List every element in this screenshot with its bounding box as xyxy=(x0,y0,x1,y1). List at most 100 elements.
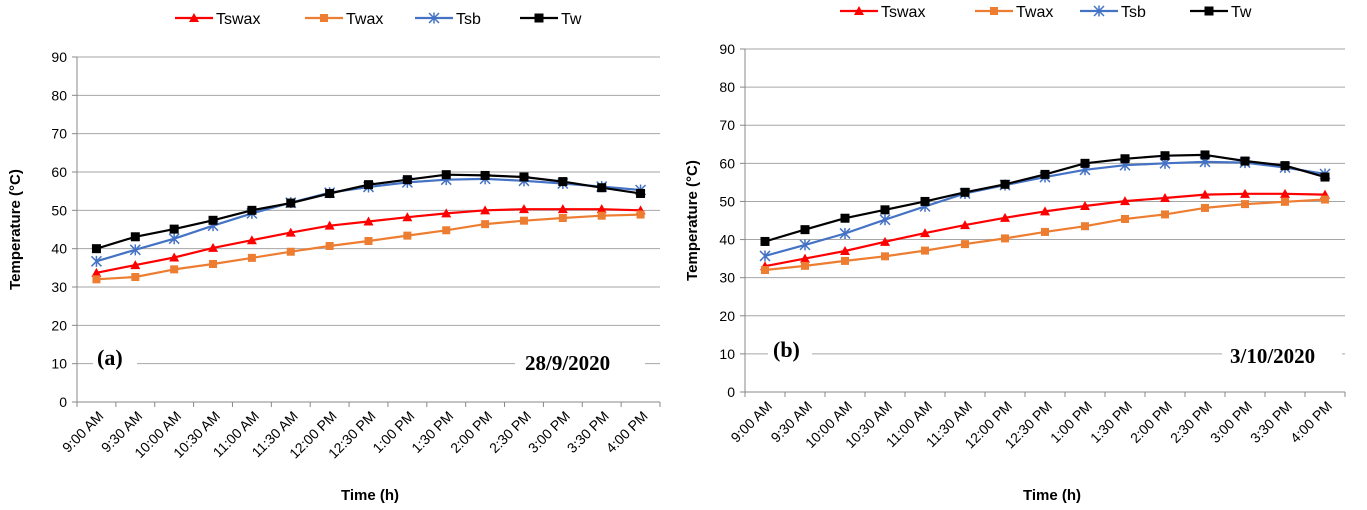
data-point-tswax xyxy=(1240,188,1250,198)
y-tick-label: 0 xyxy=(727,384,735,400)
data-point-tw xyxy=(208,215,218,225)
data-point-twax xyxy=(1241,200,1249,209)
y-tick-label: 60 xyxy=(51,164,67,180)
data-point-twax xyxy=(325,241,334,250)
legend-marker-twax xyxy=(990,7,998,15)
data-point-tw xyxy=(130,232,140,242)
data-point-tswax xyxy=(441,208,452,218)
data-point-tswax xyxy=(557,204,568,214)
x-tick-label: 4:00 PM xyxy=(603,408,651,456)
x-tick-label: 3:00 PM xyxy=(525,408,573,456)
data-point-tswax xyxy=(596,204,607,214)
data-point-tswax xyxy=(518,204,529,214)
data-point-tw xyxy=(880,205,890,215)
data-point-tswax xyxy=(1120,196,1130,206)
data-point-tswax xyxy=(1280,188,1290,198)
y-tick-label: 50 xyxy=(719,193,735,209)
data-point-tsb xyxy=(759,250,771,262)
data-point-tw xyxy=(1160,151,1170,161)
data-point-tw xyxy=(1320,172,1330,182)
legend-marker-tswax xyxy=(189,13,199,22)
data-point-tw xyxy=(1120,154,1130,164)
data-point-twax xyxy=(131,273,140,282)
data-point-tw xyxy=(1080,158,1090,168)
y-tick-label: 50 xyxy=(51,202,67,218)
y-tick-label: 90 xyxy=(51,49,67,65)
data-point-tw xyxy=(1040,169,1050,179)
data-point-twax xyxy=(921,246,929,255)
panel-date-bg xyxy=(1222,337,1342,377)
data-point-tw xyxy=(1280,161,1290,171)
x-tick-label: 3:30 PM xyxy=(1247,398,1295,446)
y-tick-label: 80 xyxy=(719,79,735,95)
data-point-tw xyxy=(920,196,930,206)
data-point-tsb xyxy=(168,233,180,245)
data-point-tswax xyxy=(324,220,335,230)
data-point-tsb xyxy=(129,244,141,256)
data-point-twax xyxy=(881,252,889,261)
data-point-tw xyxy=(519,172,529,182)
data-point-twax xyxy=(1121,214,1129,223)
data-point-twax xyxy=(170,265,179,274)
data-point-tswax xyxy=(285,227,296,237)
data-point-twax xyxy=(1201,203,1209,212)
y-tick-label: 30 xyxy=(719,270,735,286)
data-point-twax xyxy=(761,266,769,275)
legend-label-twax: Twax xyxy=(1016,4,1053,21)
data-point-tswax xyxy=(480,205,491,215)
data-point-tw xyxy=(1200,150,1210,160)
data-point-tswax xyxy=(246,235,257,245)
x-tick-label: 2:30 PM xyxy=(1167,398,1215,446)
data-point-twax xyxy=(481,220,490,229)
y-axis-title: Temperature (°C) xyxy=(684,160,701,281)
y-tick-label: 20 xyxy=(51,317,67,333)
data-point-twax xyxy=(1041,227,1049,236)
data-point-tw xyxy=(800,225,810,235)
x-tick-label: 1:00 PM xyxy=(369,408,417,456)
data-point-twax xyxy=(92,275,101,284)
data-point-tsb xyxy=(839,227,851,239)
data-point-twax xyxy=(364,237,373,245)
data-point-tswax xyxy=(800,253,810,263)
data-point-tswax xyxy=(402,212,413,222)
x-tick-label: 4:00 PM xyxy=(1287,398,1335,446)
data-point-twax xyxy=(1001,234,1009,243)
data-point-tsb xyxy=(90,255,102,267)
data-point-tw xyxy=(840,213,850,223)
data-point-tswax xyxy=(880,236,890,246)
data-point-twax xyxy=(636,210,645,219)
legend-label-tswax: Tswax xyxy=(216,11,260,28)
y-axis-title: Temperature (°C) xyxy=(7,169,24,290)
data-point-tw xyxy=(636,188,646,198)
legend-label-tswax: Tswax xyxy=(881,4,925,21)
x-tick-label: 9:00 AM xyxy=(727,398,775,446)
data-point-tswax xyxy=(91,267,102,277)
data-point-tswax xyxy=(169,252,180,262)
data-point-tswax xyxy=(1040,206,1050,216)
data-point-tswax xyxy=(920,228,930,238)
data-point-tw xyxy=(441,170,451,180)
panel-label: (a) xyxy=(97,345,123,370)
data-point-tswax xyxy=(208,242,219,252)
data-point-tw xyxy=(760,236,770,246)
legend-label-tw: Tw xyxy=(561,11,582,28)
data-point-tw xyxy=(325,188,335,198)
panel-date-bg xyxy=(515,345,645,385)
data-point-twax xyxy=(597,211,606,220)
data-point-twax xyxy=(519,216,528,225)
data-point-tswax xyxy=(1160,193,1170,203)
legend-label-tsb: Tsb xyxy=(1121,4,1146,21)
x-tick-label: 1:30 PM xyxy=(408,408,456,456)
legend-marker-tsb xyxy=(428,12,440,24)
data-point-twax xyxy=(558,214,567,222)
data-point-tw xyxy=(364,180,373,190)
data-point-twax xyxy=(1321,195,1329,204)
data-point-tw xyxy=(480,170,490,180)
y-tick-label: 20 xyxy=(719,308,735,324)
data-point-twax xyxy=(403,231,412,240)
legend-label-twax: Twax xyxy=(346,11,383,28)
panel-date-label: 3/10/2020 xyxy=(1230,344,1315,368)
data-point-tw xyxy=(960,187,970,197)
